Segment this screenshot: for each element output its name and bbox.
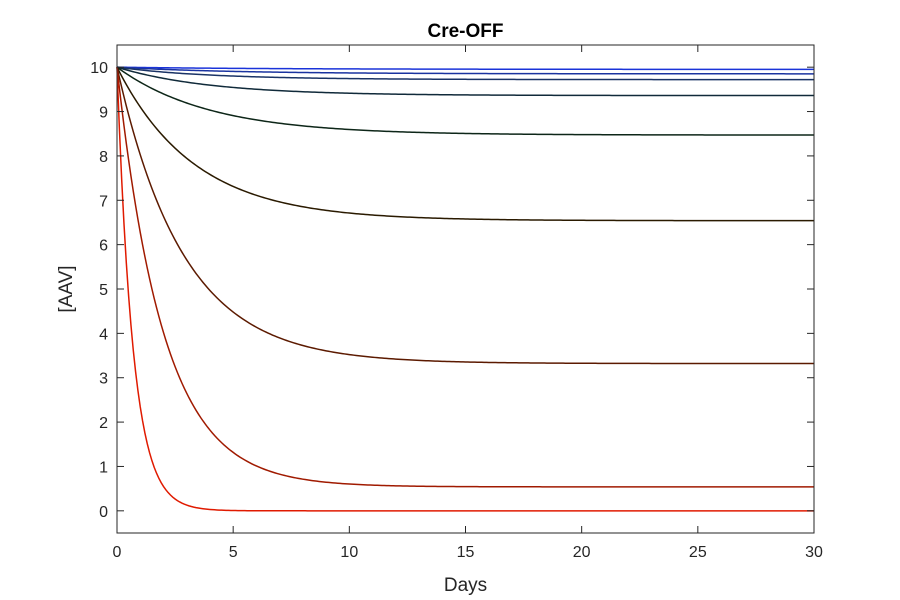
series-line-2 xyxy=(116,66,814,75)
y-tick-label: 8 xyxy=(99,149,108,166)
series-layer xyxy=(116,66,815,512)
y-axis-label: [AAV] xyxy=(56,265,77,312)
x-tick-label: 15 xyxy=(457,544,475,561)
plot-area xyxy=(117,45,814,533)
y-tick-label: 6 xyxy=(99,238,108,255)
y-tick-label: 5 xyxy=(99,282,108,299)
series-line-5 xyxy=(116,66,814,136)
x-tick-label: 30 xyxy=(805,544,823,561)
y-tick-label: 3 xyxy=(99,371,108,388)
tick-layer: 0 5 10 15 20 25 30 0 1 2 3 4 5 6 7 8 9 10 xyxy=(90,45,823,561)
series-line-4 xyxy=(116,66,814,97)
x-axis-label: Days xyxy=(444,575,487,596)
y-tick-label: 4 xyxy=(99,326,108,343)
y-tick-label: 10 xyxy=(90,60,108,77)
series-line-3 xyxy=(116,66,814,81)
series-line-7 xyxy=(116,67,814,365)
x-tick-label: 5 xyxy=(229,544,238,561)
x-tick-label: 0 xyxy=(113,544,122,561)
chart-title: Cre-OFF xyxy=(428,21,504,42)
y-tick-label: 1 xyxy=(99,459,108,476)
y-tick-label: 9 xyxy=(99,105,108,122)
x-tick-label: 25 xyxy=(689,544,707,561)
y-tick-label: 7 xyxy=(99,193,108,210)
series-line-6 xyxy=(116,66,814,222)
y-tick-label: 2 xyxy=(99,415,108,432)
x-tick-label: 20 xyxy=(573,544,591,561)
series-line-1 xyxy=(116,66,815,71)
series-line-8 xyxy=(116,67,814,488)
y-tick-label: 0 xyxy=(99,504,108,521)
x-tick-label: 10 xyxy=(340,544,358,561)
series-line-9 xyxy=(116,67,814,512)
